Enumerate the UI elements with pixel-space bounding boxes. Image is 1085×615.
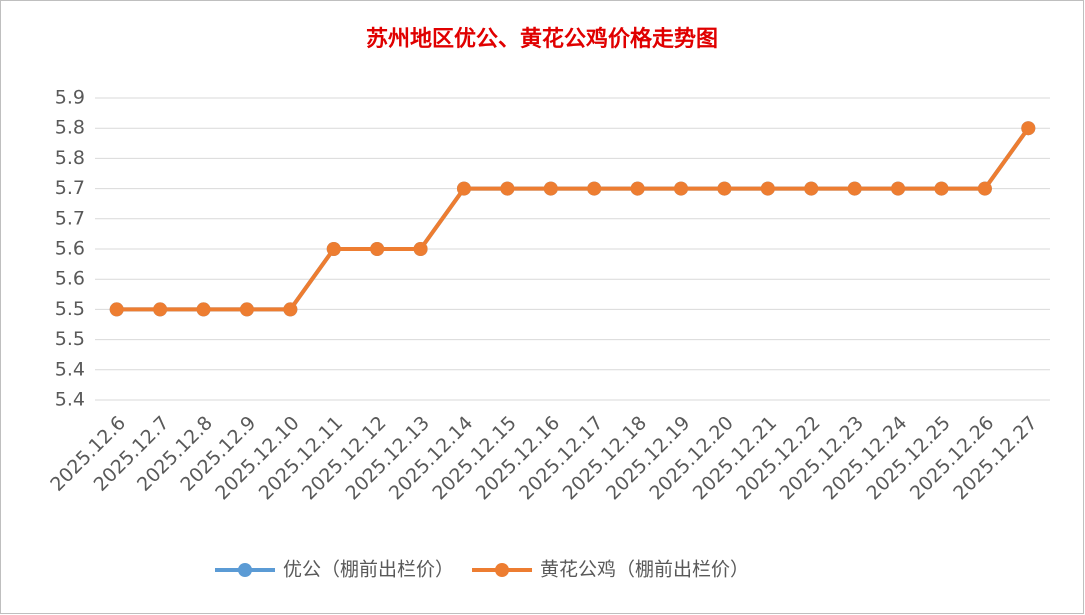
data-point — [283, 302, 298, 317]
data-point — [717, 181, 732, 196]
data-point — [674, 181, 689, 196]
data-point — [587, 181, 602, 196]
data-point — [543, 181, 558, 196]
data-point — [153, 302, 168, 317]
legend-label: 优公（棚前出栏价） — [283, 559, 454, 581]
y-tick-label: 5.6 — [55, 268, 85, 290]
data-point — [239, 302, 254, 317]
data-point — [847, 181, 862, 196]
data-point — [891, 181, 906, 196]
y-tick-label: 5.8 — [55, 147, 85, 169]
data-point — [977, 181, 992, 196]
legend-marker — [238, 563, 252, 577]
data-point — [500, 181, 515, 196]
data-point — [413, 242, 428, 256]
y-tick-label: 5.4 — [55, 358, 85, 380]
y-tick-label: 5.8 — [55, 117, 85, 139]
chart-title: 苏州地区优公、黄花公鸡价格走势图 — [366, 26, 718, 52]
data-point — [456, 181, 471, 196]
data-point — [326, 242, 341, 256]
y-tick-label: 5.5 — [55, 298, 85, 320]
legend-label: 黄花公鸡（棚前出栏价） — [540, 559, 749, 581]
data-point — [196, 302, 211, 317]
data-point — [370, 242, 385, 256]
data-point — [760, 181, 775, 196]
data-point — [804, 181, 819, 196]
y-tick-label: 5.9 — [55, 87, 85, 109]
y-tick-label: 5.6 — [55, 238, 85, 260]
data-point — [934, 181, 949, 196]
y-tick-label: 5.7 — [55, 177, 85, 199]
data-point — [109, 302, 124, 317]
y-tick-label: 5.4 — [55, 389, 85, 411]
legend-marker — [495, 563, 510, 577]
data-point — [1021, 121, 1036, 136]
y-tick-label: 5.7 — [55, 207, 85, 229]
series-line — [116, 127, 1030, 312]
data-point — [630, 181, 645, 196]
y-tick-label: 5.5 — [55, 328, 85, 350]
